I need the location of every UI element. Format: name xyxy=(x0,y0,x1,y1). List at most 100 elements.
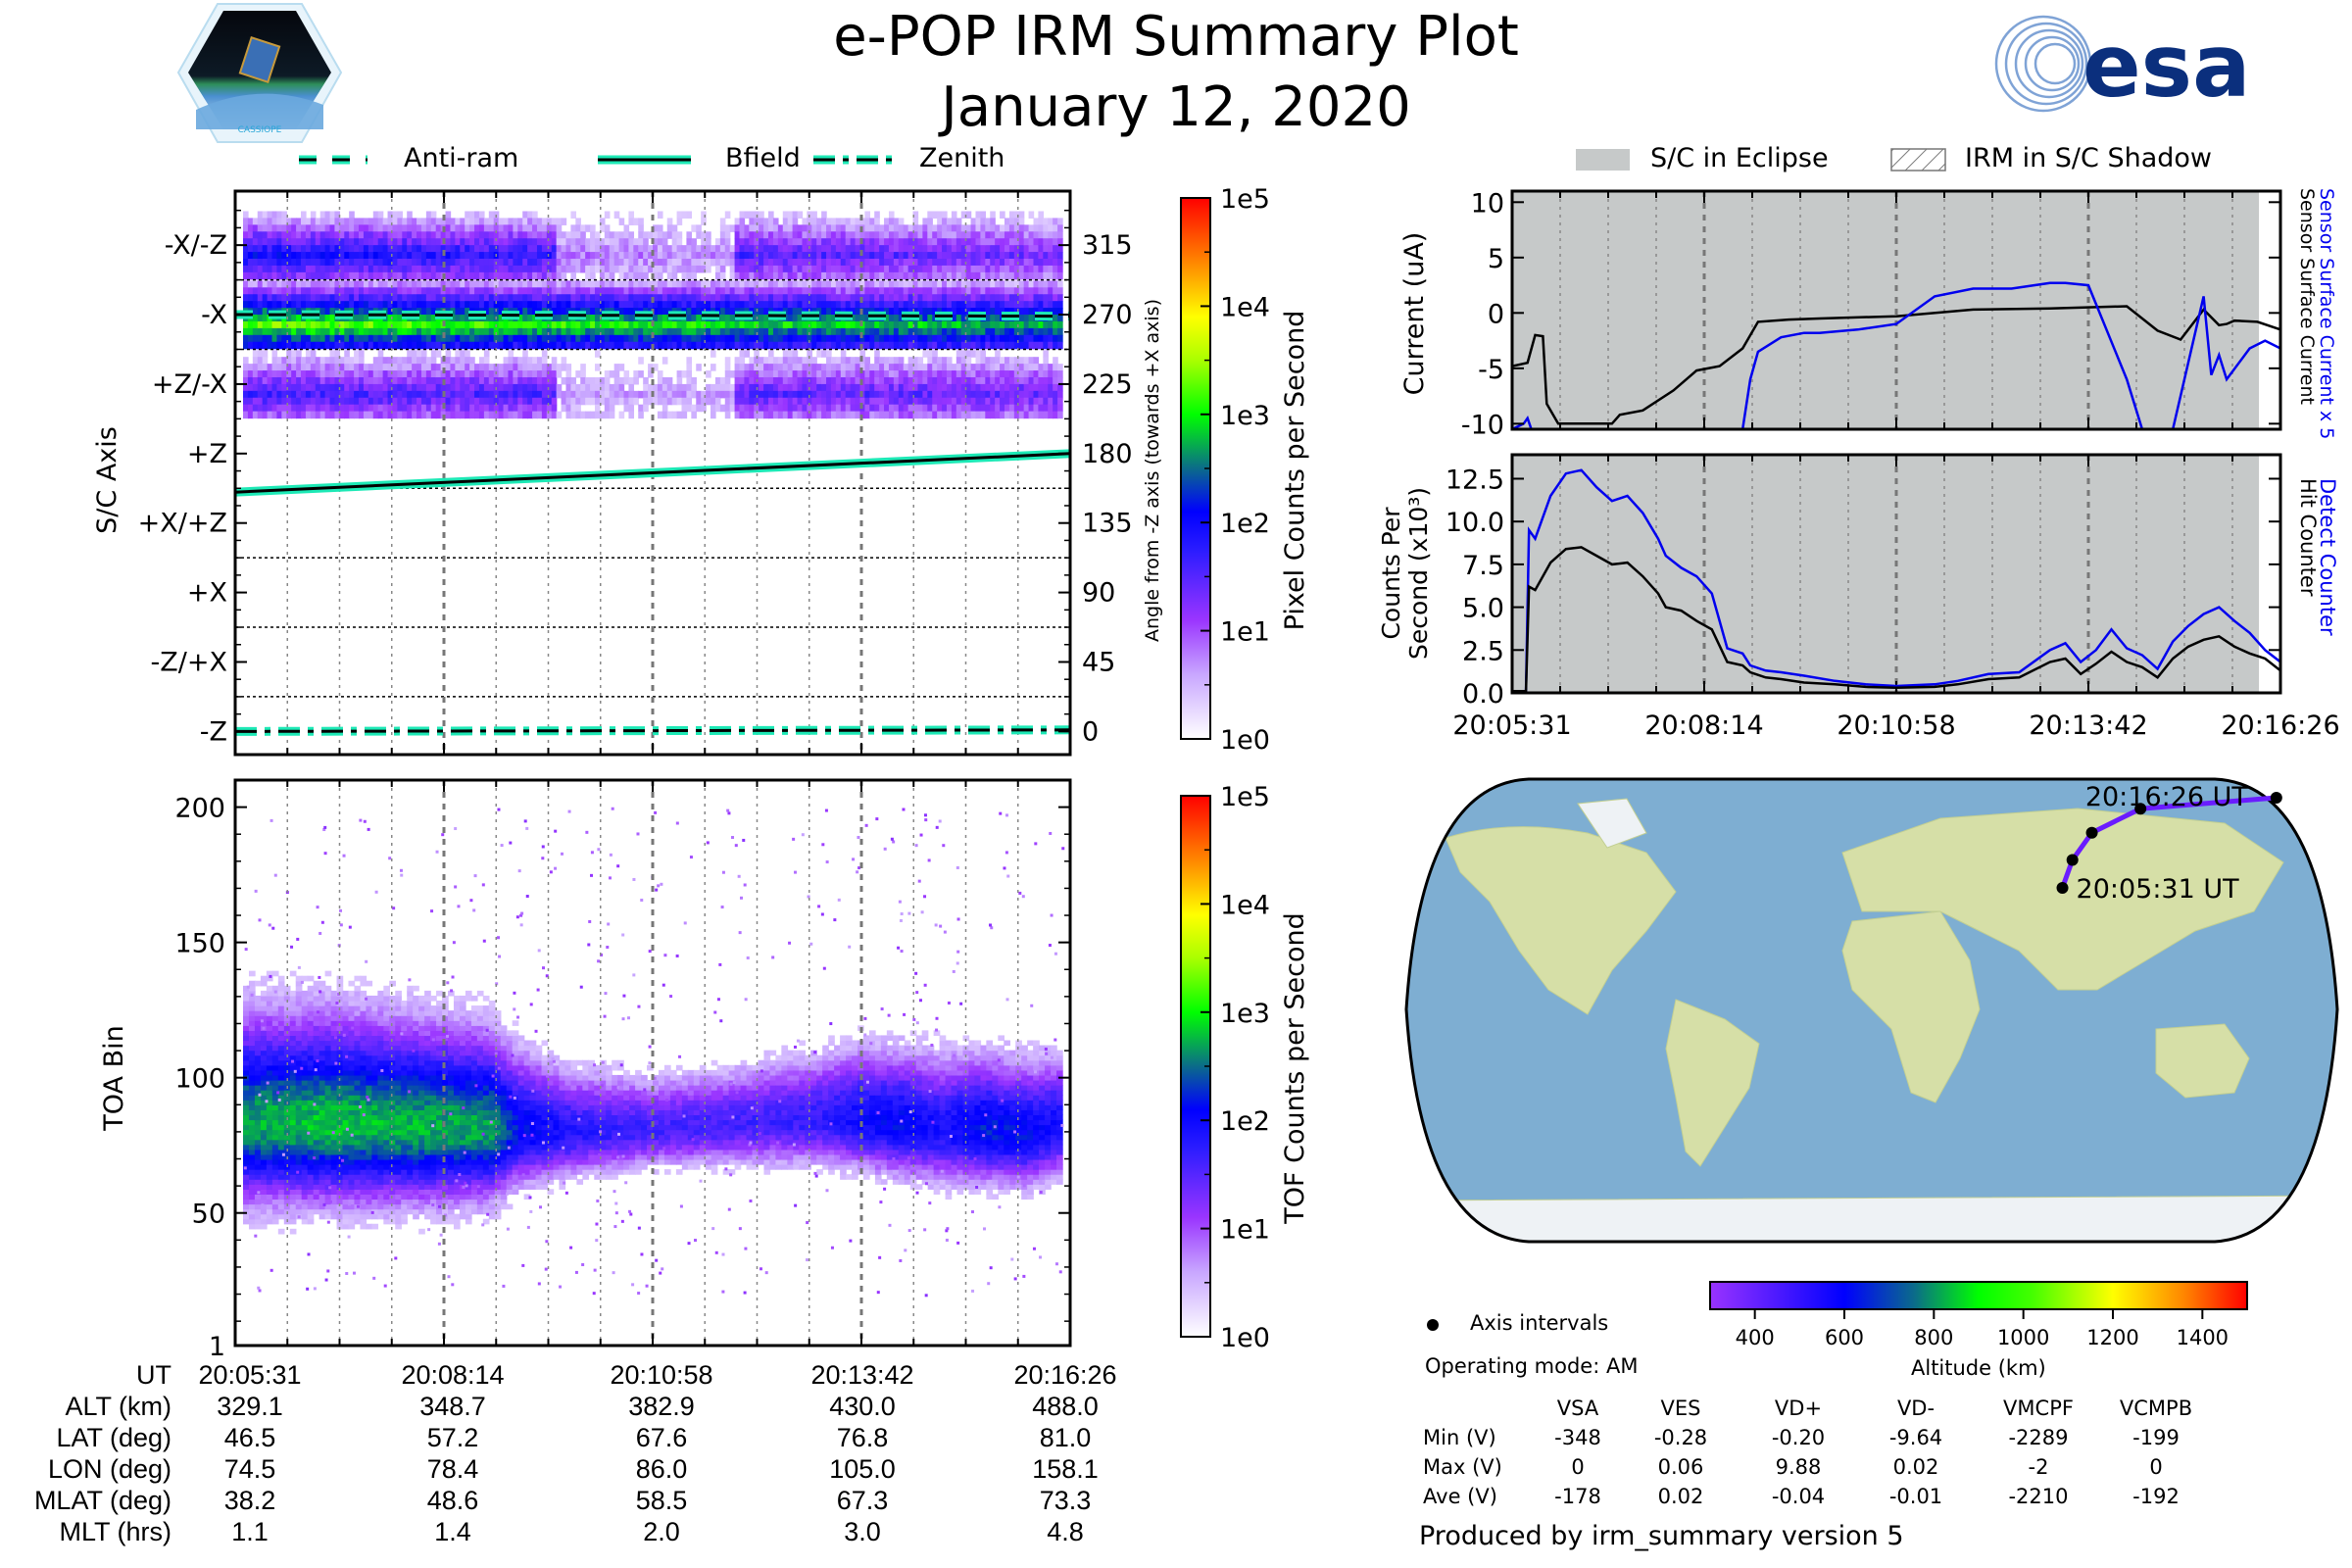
heatmap-cell xyxy=(590,308,596,316)
heatmap-cell xyxy=(488,218,495,225)
heatmap-cell xyxy=(884,334,890,343)
heatmap-cell xyxy=(729,327,736,336)
heatmap-cell xyxy=(990,404,996,413)
heatmap-cell xyxy=(503,245,510,253)
heatmap-cell xyxy=(359,308,365,316)
heatmap-cell xyxy=(643,287,649,295)
heatmap-cell xyxy=(561,245,567,253)
heatmap-cell xyxy=(301,397,307,406)
heatmap-cell xyxy=(513,238,518,246)
heatmap-cell xyxy=(359,294,365,302)
heatmap-cell xyxy=(575,334,581,343)
heatmap-cell xyxy=(425,231,432,239)
heatmap-cell xyxy=(763,411,769,419)
heatmap-cell xyxy=(450,390,457,399)
heatmap-cell xyxy=(349,287,355,295)
heatmap-cell xyxy=(643,271,649,280)
heatmap-cell xyxy=(460,280,466,288)
heatmap-cell xyxy=(397,238,403,246)
heatmap-cell xyxy=(315,245,321,253)
heatmap-cell xyxy=(706,259,711,267)
heatmap-cell xyxy=(985,271,991,280)
heatmap-cell xyxy=(802,280,808,288)
heatmap-cell xyxy=(243,404,249,413)
heatmap-cell xyxy=(397,370,403,378)
heatmap-cell xyxy=(425,245,432,253)
heatmap-cell xyxy=(243,411,249,419)
heatmap-cell xyxy=(363,301,369,309)
heatmap-cell xyxy=(946,357,953,365)
heatmap-cell xyxy=(344,320,350,329)
heatmap-cell xyxy=(445,211,452,220)
heatmap-cell xyxy=(267,238,273,246)
heatmap-cell xyxy=(465,364,470,371)
heatmap-cell xyxy=(907,271,914,280)
heatmap-cell xyxy=(392,280,399,288)
heatmap-cell xyxy=(970,383,977,392)
legend-shadow-label: IRM in S/C Shadow xyxy=(1965,143,2213,173)
heatmap-cell xyxy=(267,411,273,419)
heatmap-cell xyxy=(912,301,919,309)
heatmap-cell xyxy=(951,308,957,316)
heatmap-cell xyxy=(517,397,523,406)
y-tick-right-label: 270 xyxy=(1082,300,1133,330)
heatmap-cell xyxy=(980,211,987,220)
heatmap-cell xyxy=(478,383,485,392)
heatmap-cell xyxy=(917,411,924,419)
heatmap-cell xyxy=(609,390,615,399)
heatmap-cell xyxy=(714,341,721,350)
heatmap-cell xyxy=(869,320,875,329)
heatmap-cell xyxy=(1004,287,1010,295)
heatmap-cell xyxy=(513,245,518,253)
heatmap-cell xyxy=(1033,357,1040,365)
heatmap-cell xyxy=(772,397,779,406)
heatmap-cell xyxy=(917,259,924,267)
heatmap-cell xyxy=(546,320,553,329)
heatmap-cell xyxy=(792,265,799,273)
heatmap-cell xyxy=(354,280,360,288)
heatmap-cell xyxy=(430,287,437,295)
heatmap-cell xyxy=(623,294,630,302)
heatmap-cell xyxy=(382,238,389,246)
heatmap-cell xyxy=(975,259,982,267)
heatmap-cell xyxy=(301,411,307,419)
heatmap-cell xyxy=(254,1030,262,1037)
heatmap-cell xyxy=(874,271,880,280)
heatmap-cell xyxy=(412,390,417,399)
heatmap-cell xyxy=(556,383,563,392)
heatmap-cell xyxy=(570,334,577,343)
heatmap-cell xyxy=(1004,294,1010,302)
heatmap-cell xyxy=(483,315,490,322)
heatmap-cell xyxy=(1033,364,1040,371)
heatmap-cell xyxy=(585,224,591,232)
heatmap-cell xyxy=(874,245,880,253)
heatmap-cell xyxy=(474,320,480,329)
heatmap-cell xyxy=(248,1079,256,1086)
heatmap-cell xyxy=(951,383,957,392)
heatmap-cell xyxy=(869,334,875,343)
heatmap-cell xyxy=(580,287,586,295)
heatmap-cell xyxy=(990,218,996,225)
heatmap-cell xyxy=(666,245,673,253)
heatmap-cell xyxy=(363,238,369,246)
heatmap-cell xyxy=(397,294,403,302)
heatmap-cell xyxy=(653,231,659,239)
heatmap-cell xyxy=(296,271,302,280)
heatmap-cell xyxy=(536,218,543,225)
heatmap-cell xyxy=(1048,301,1054,309)
heatmap-cell xyxy=(430,315,437,322)
heatmap-cell xyxy=(344,370,350,378)
heatmap-cell xyxy=(301,259,307,267)
heatmap-cell xyxy=(430,350,437,358)
heatmap-cell xyxy=(965,357,972,365)
heatmap-cell xyxy=(305,397,312,406)
heatmap-cell xyxy=(508,357,514,365)
heatmap-cell xyxy=(797,334,804,343)
heatmap-cell xyxy=(907,224,914,232)
heatmap-cell xyxy=(594,301,601,309)
heatmap-cell xyxy=(739,350,746,358)
heatmap-cell xyxy=(802,252,808,260)
heatmap-cell xyxy=(772,364,779,371)
heatmap-cell xyxy=(855,411,861,419)
heatmap-cell xyxy=(826,231,832,239)
